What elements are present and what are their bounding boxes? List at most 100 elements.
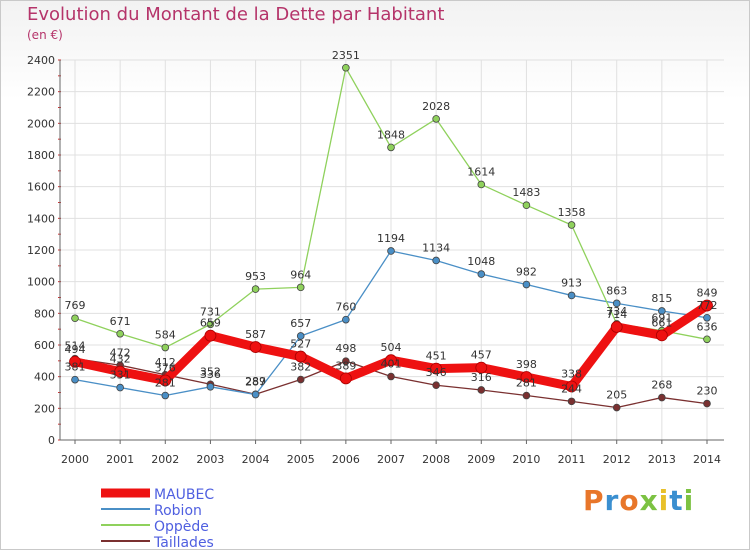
data-label: 412 [155,356,176,369]
data-point [249,341,262,353]
data-point [342,315,350,324]
data-label: 1614 [467,165,495,178]
x-tick-label: 2013 [648,453,676,466]
data-label: 401 [381,358,402,371]
data-point [206,382,215,391]
data-label: 1134 [422,241,450,254]
data-label: 913 [561,276,582,289]
data-point [565,380,578,393]
data-label: 352 [200,365,221,378]
data-point [520,371,533,383]
x-tick-label: 2008 [422,453,450,466]
data-point [703,313,711,322]
data-label: 584 [155,329,176,342]
data-point [477,386,486,394]
x-tick-label: 2012 [603,453,631,466]
data-point [432,256,440,265]
x-tick-label: 2010 [512,453,540,466]
y-tick-label: 1200 [27,244,55,257]
y-tick-label: 1400 [27,212,55,225]
data-point [161,391,170,400]
data-point [612,299,621,308]
data-point [522,391,531,400]
data-point [658,393,666,402]
data-point [204,329,217,342]
data-label: 230 [697,385,718,398]
x-tick-label: 2003 [196,453,224,466]
data-label: 657 [290,317,311,330]
data-point [159,374,172,387]
x-tick-label: 2009 [467,453,495,466]
data-label: 1194 [377,232,405,245]
x-tick-label: 2007 [377,453,405,466]
data-label: 661 [651,316,672,329]
data-point [385,354,397,367]
series-layer [69,63,713,412]
y-tick-label: 600 [34,339,55,352]
y-tick-label: 2200 [27,86,55,99]
y-tick-label: 0 [48,434,55,447]
data-label: 636 [697,320,718,333]
data-label: 432 [110,353,131,366]
chart-subtitle: (en €) [27,28,63,42]
data-label: 587 [245,328,266,341]
x-tick-label: 2001 [106,453,134,466]
x-tick-label: 2000 [61,453,89,466]
data-label: 514 [65,340,86,353]
data-point [387,247,395,255]
data-label: 964 [290,268,311,281]
data-point [610,321,623,333]
legend-label: MAUBEC [154,487,214,503]
data-label: 2351 [332,49,360,62]
data-point [477,270,486,278]
data-point [251,285,260,293]
data-label: 381 [65,361,86,374]
data-label: 268 [651,379,672,392]
data-label: 389 [335,359,356,372]
data-label: 281 [516,377,537,390]
data-point [296,332,305,340]
y-tick-label: 800 [34,307,55,320]
data-point [342,63,350,72]
data-point [342,357,350,365]
data-label: 376 [155,361,176,374]
data-point [387,372,395,381]
data-point [251,390,260,399]
data-label: 205 [606,389,627,402]
data-point [612,403,621,412]
proxiti-logo: Proxiti [583,484,695,517]
legend-label: Robion [154,503,202,519]
data-label: 451 [426,350,447,363]
data-point [567,397,576,406]
y-tick-label: 2400 [27,54,55,67]
data-label: 760 [335,301,356,314]
data-label: 316 [471,371,492,384]
data-point [477,180,486,189]
data-point [296,375,305,384]
data-point [387,143,395,152]
data-label: 338 [561,367,582,380]
data-point [522,280,531,289]
data-label: 691 [651,312,672,325]
data-point [339,372,352,385]
data-point [294,350,307,363]
data-point [655,329,668,342]
data-label: 281 [155,377,176,390]
data-point [116,383,124,392]
data-label: 457 [471,349,492,362]
data-label: 498 [335,342,356,355]
data-point [567,291,576,300]
data-label: 659 [200,317,221,330]
data-point [703,335,711,344]
data-point [432,115,440,123]
x-tick-label: 2011 [558,453,586,466]
data-point [430,362,443,375]
x-tick-label: 2006 [332,453,360,466]
data-point [114,365,127,378]
data-label: 287 [245,376,266,389]
data-point [116,329,124,338]
x-tick-label: 2005 [287,453,315,466]
data-point [71,314,79,323]
data-point [703,399,711,408]
